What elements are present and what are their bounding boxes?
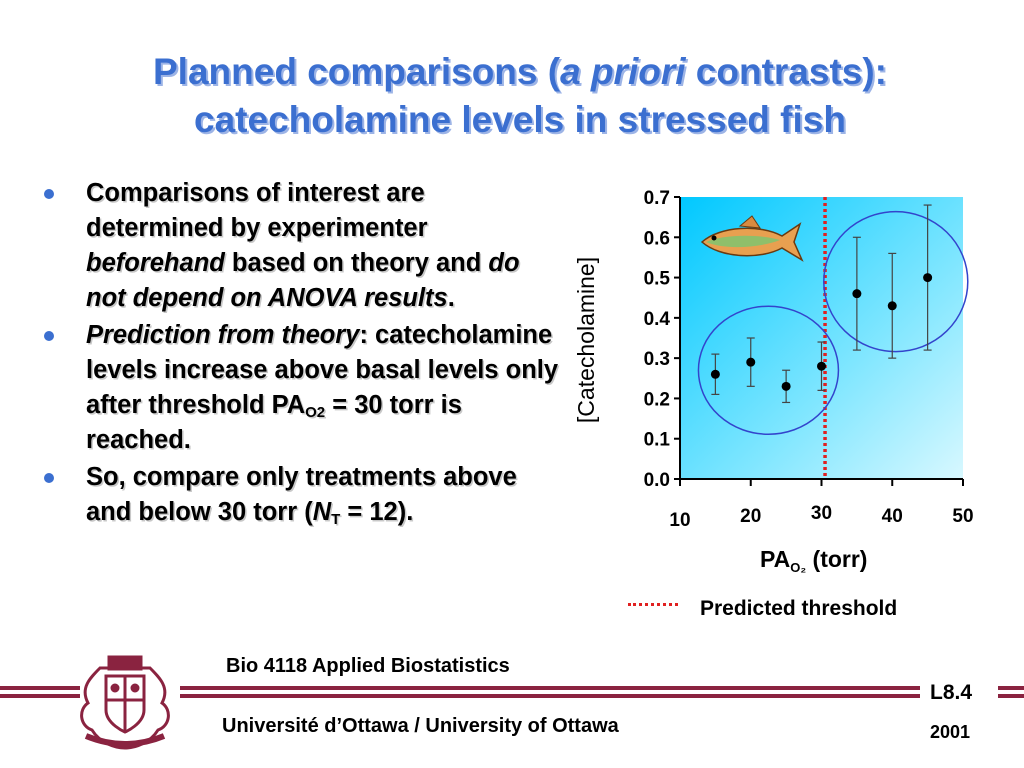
footer-bar-middle — [180, 694, 920, 698]
footer-bar-left — [0, 694, 80, 698]
y-tick-label: 0.7 — [644, 188, 670, 209]
bullet-dot-icon — [44, 473, 54, 483]
y-tick-label: 0.1 — [644, 430, 671, 451]
data-point — [781, 381, 791, 391]
y-tick-label: 0.3 — [644, 349, 670, 370]
title-line-1: Planned comparisons (a priori contrasts)… — [153, 51, 887, 92]
data-point — [887, 301, 897, 311]
bullet-dot-icon — [44, 189, 54, 199]
bullet-item-2: Prediction from theory: catecholamine le… — [40, 318, 560, 458]
footer-bar-right — [998, 686, 1024, 690]
footer-bar-right — [998, 694, 1024, 698]
y-tick-label: 0.0 — [644, 470, 670, 491]
high-group-circle — [823, 210, 969, 353]
data-point — [710, 369, 720, 379]
slide-title: Planned comparisons (a priori contrasts)… — [40, 48, 1000, 144]
year-label: 2001 — [930, 722, 971, 742]
title-line-2: catecholamine levels in stressed fish — [194, 99, 846, 140]
x-axis-label: PAO₂ (torr) — [760, 546, 868, 575]
data-point — [817, 361, 826, 371]
bullet-dot-icon — [44, 331, 54, 341]
bullet-list: Comparisons of interest are determined b… — [40, 176, 560, 532]
lecture-number: L8.4 — [930, 681, 973, 704]
y-tick-label: 0.2 — [644, 389, 670, 410]
y-tick-label: 0.4 — [644, 309, 671, 330]
x-tick-label: 20 — [740, 506, 761, 527]
x-tick-label: 50 — [952, 506, 973, 527]
fish-icon — [700, 215, 804, 262]
footer-bar-middle — [180, 686, 920, 690]
footer-bar-left — [0, 686, 80, 690]
university-crest-logo — [80, 655, 170, 750]
data-point — [746, 357, 756, 367]
y-tick-label: 0.5 — [644, 269, 671, 290]
y-tick-label: 0.6 — [644, 228, 670, 249]
course-name: Bio 4118 Applied Biostatistics — [226, 655, 510, 677]
low-group-circle — [697, 305, 840, 435]
y-axis-label: [Catecholamine] — [573, 257, 599, 423]
bullet-item-1: Comparisons of interest are determined b… — [40, 176, 560, 316]
bullet-item-3: So, compare only treatments above and be… — [40, 460, 560, 530]
legend-threshold-label: Predicted threshold — [700, 597, 898, 620]
data-point — [923, 273, 933, 283]
x-tick-label: 30 — [811, 503, 832, 524]
x-tick-label: 40 — [882, 506, 903, 527]
x-tick-label: 10 — [669, 510, 690, 531]
legend-threshold-line — [628, 603, 678, 606]
data-point — [852, 289, 862, 299]
catecholamine-chart: 0.0 0.1 0.2 0.3 0.4 0.5 0.6 0.7 10 20 30 40 50 [Catec… — [573, 188, 974, 531]
university-name: Université d’Ottawa / University of Otta… — [222, 715, 619, 737]
